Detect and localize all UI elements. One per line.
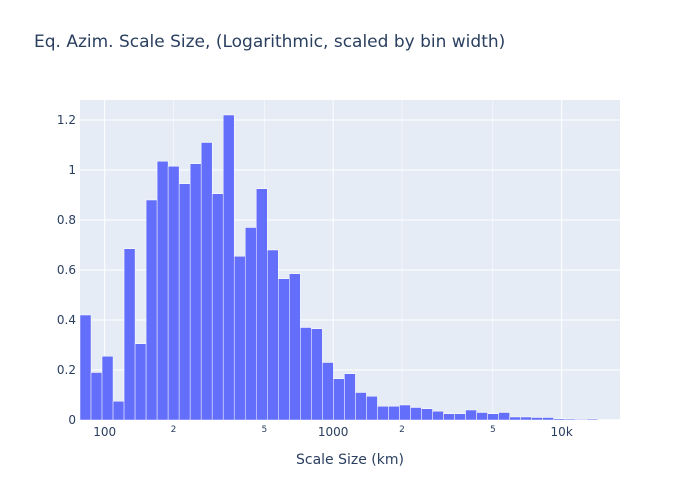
histogram-bar [476, 412, 488, 421]
x-tick-label: 1000 [318, 425, 349, 439]
histogram-bar [399, 404, 411, 421]
histogram-bar [344, 373, 356, 421]
histogram-bar [222, 114, 235, 421]
histogram-bar [366, 396, 378, 421]
histogram-bar [178, 183, 191, 421]
histogram-bar [267, 249, 279, 421]
histogram-bar [498, 412, 510, 421]
histogram-bar [575, 419, 587, 421]
histogram-bar [79, 314, 92, 421]
y-tick-label: 0.8 [57, 213, 76, 227]
histogram-bar [355, 392, 367, 421]
histogram-bar [509, 416, 521, 421]
histogram-bar [564, 418, 576, 421]
histogram-bar [256, 188, 268, 421]
histogram-bar [233, 256, 246, 421]
histogram-bar [167, 166, 180, 421]
histogram-bar [189, 163, 202, 421]
y-tick-label: 1.2 [57, 113, 76, 127]
histogram-bar [542, 417, 554, 421]
histogram-bar [322, 362, 334, 421]
histogram-bar [289, 273, 301, 421]
histogram-bar [244, 227, 257, 421]
y-tick-label: 0 [68, 413, 76, 427]
x-tick-label: 2 [399, 425, 405, 435]
x-tick-label: 5 [262, 425, 268, 435]
x-tick-label: 5 [490, 425, 496, 435]
histogram-bar [145, 199, 158, 421]
histogram-bar [200, 142, 213, 421]
histogram-bar [90, 372, 103, 421]
histogram-bar [333, 378, 345, 421]
y-tick-label: 0.6 [57, 263, 76, 277]
histogram-bar [597, 419, 610, 421]
histogram-bar [211, 193, 224, 421]
x-axis-label: Scale Size (km) [296, 452, 404, 468]
histogram-bar [421, 408, 433, 421]
chart-title: Eq. Azim. Scale Size, (Logarithmic, scal… [34, 32, 506, 52]
histogram-bar [531, 417, 543, 421]
bars [79, 114, 621, 421]
x-tick-label: 10k [551, 425, 573, 439]
histogram-bar [553, 418, 565, 421]
y-tick-label: 1 [68, 163, 76, 177]
histogram-bar [134, 343, 147, 421]
histogram-bar [101, 356, 114, 421]
histogram-bar [432, 411, 444, 421]
y-axis-ticks: 0 0.2 0.4 0.6 0.8 1 1.2 [57, 113, 76, 427]
histogram-bar [300, 327, 312, 421]
y-tick-label: 0.4 [57, 313, 76, 327]
y-tick-label: 0.2 [57, 363, 76, 377]
histogram-bar [487, 413, 499, 421]
histogram-bar [520, 416, 532, 421]
histogram-bar [608, 419, 621, 421]
histogram-bar [410, 407, 422, 421]
histogram-bar [465, 409, 477, 421]
histogram-bar [586, 418, 598, 421]
histogram-bar [454, 413, 466, 421]
x-tick-label: 100 [93, 425, 116, 439]
histogram-bar [123, 248, 136, 421]
histogram-bar [388, 406, 400, 421]
x-tick-label: 2 [171, 425, 177, 435]
histogram-bar [377, 406, 389, 421]
histogram-bar [311, 328, 323, 421]
histogram-bar [112, 401, 125, 421]
histogram-bar [443, 413, 455, 421]
histogram-bar [278, 278, 290, 421]
x-axis-ticks: 100 2 5 1000 2 5 10k [93, 425, 573, 439]
histogram-bar [156, 161, 169, 421]
